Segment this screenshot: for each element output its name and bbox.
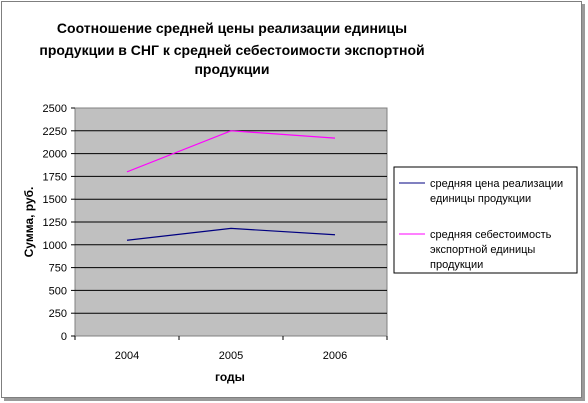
y-tick-label: 1750 [43,171,67,183]
gridlines [75,130,387,314]
y-tick-label: 0 [61,331,67,343]
x-axis-ticks: 2004 2005 2006 [74,336,388,362]
y-tick-label: 1500 [43,194,67,206]
x-tick-label: 2004 [115,350,139,362]
series-line-1 [126,227,336,241]
chart-title-line-1: Соотношение средней цены реализации един… [57,20,407,36]
y-tick-label: 250 [49,308,67,320]
y-tick-label: 1000 [43,240,67,252]
legend-label-series-1-line-2: единицы продукции [430,193,531,205]
y-tick-label: 750 [49,263,67,275]
legend-label-series-1-line-1: средняя цена реализации [430,178,563,190]
y-axis-ticks: 0 250 500 750 1000 1250 1500 1750 2000 2250 2500 [43,103,75,343]
chart-title: Соотношение средней цены реализации един… [39,20,424,77]
frame-shadow-right [582,4,585,401]
y-axis-label: Сумма, руб. [22,187,36,258]
chart-title-line-2: продукции в СНГ к средней себестоимости … [39,42,424,58]
y-tick-label: 1250 [43,217,67,229]
legend-box [393,166,578,274]
legend-label-series-2-line-1: средняя себестоимость [430,229,552,241]
x-tick-label: 2006 [323,350,347,362]
legend: средняя цена реализации единицы продукци… [393,166,578,274]
series-line-2 [126,130,336,173]
legend-label-series-2-line-3: продукции [430,259,483,271]
legend-label-series-2-line-2: экспортной единицы [430,244,535,256]
y-tick-label: 2500 [43,103,67,115]
series-lines [126,130,336,241]
y-tick-label: 500 [49,285,67,297]
y-tick-label: 2000 [43,149,67,161]
x-axis-label: годы [215,370,245,384]
chart-title-line-3: продукции [194,61,269,77]
y-tick-label: 2250 [43,126,67,138]
x-tick-label: 2005 [219,350,243,362]
frame-shadow-bottom [4,398,585,401]
